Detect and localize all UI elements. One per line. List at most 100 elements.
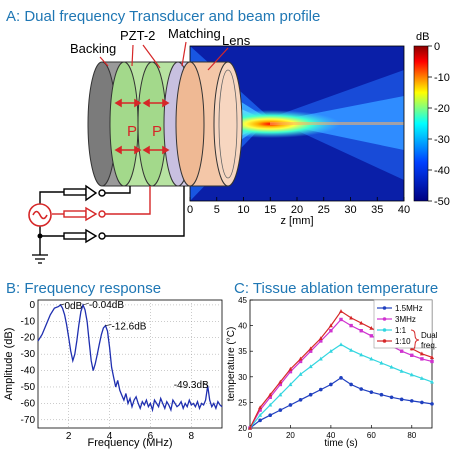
colorbar-tick-label: -30 <box>434 134 450 146</box>
pzt-1-p-label: P <box>127 123 137 140</box>
temperature-point <box>278 392 283 397</box>
temperature-point <box>399 397 404 402</box>
heatmap-x-tick-label: 15 <box>264 204 276 216</box>
legend-label: 1:1 <box>395 326 407 335</box>
legend-brace <box>410 329 420 351</box>
temperature-point <box>268 413 273 418</box>
temperature-point <box>278 408 283 412</box>
frequency-y-tick-label: -20 <box>21 333 36 344</box>
heatmap-x-tick-label: 0 <box>187 204 193 216</box>
temperature-point <box>278 382 283 387</box>
temperature-point <box>430 379 434 384</box>
heatmap-x-tick-label: 40 <box>398 204 410 216</box>
pzt-2-p-label: P <box>152 123 162 140</box>
wiring <box>39 184 185 255</box>
temperature-point <box>288 366 293 371</box>
frequency-annotation-label: -0.04dB <box>89 300 124 311</box>
temperature-point <box>409 372 414 377</box>
temperature-point <box>319 339 323 343</box>
temperature-point <box>409 399 414 403</box>
temperature-point <box>318 387 323 392</box>
temperature-point <box>359 329 363 333</box>
legend-marker <box>382 317 387 321</box>
temperature-x-tick-label: 60 <box>367 431 376 440</box>
temperature-y-tick-label: 40 <box>238 322 247 331</box>
colorbar-tick-label: -20 <box>434 103 450 115</box>
frequency-annotations: 0dB -0.04dB -12.6dB -49.3dB <box>60 300 209 391</box>
frequency-annotation-pointer <box>60 303 65 306</box>
temperature-point <box>369 356 374 361</box>
temperature-point <box>430 402 434 406</box>
temperature-point <box>389 364 394 369</box>
temperature-point <box>379 392 384 397</box>
temperature-point <box>410 353 414 357</box>
lens-label: Lens <box>222 33 251 48</box>
temperature-point <box>419 376 424 380</box>
temperature-point <box>298 398 303 402</box>
temperature-point <box>349 382 353 387</box>
temperature-point <box>349 323 353 328</box>
temperature-x-tick-label: 20 <box>286 431 295 440</box>
frequency-y-tick-label: -60 <box>21 398 36 409</box>
temperature-point <box>430 355 434 359</box>
colorbar-unit: dB <box>416 31 429 43</box>
temperature-point <box>399 368 404 373</box>
frequency-annotation-pointer <box>105 324 112 326</box>
temperature-point <box>420 400 424 405</box>
panel-b-title: B: Frequency response <box>6 280 161 297</box>
temperature-point <box>349 347 354 352</box>
temperature-point <box>308 349 313 353</box>
colorbar-tick-label: -10 <box>434 72 450 84</box>
colorbar-tick-label: 0 <box>434 41 440 53</box>
heatmap-x-label: z [mm] <box>281 215 314 227</box>
temperature-point <box>339 376 343 380</box>
panel-c-title: C: Tissue ablation temperature <box>234 280 438 297</box>
legend-note: freq. <box>421 341 437 350</box>
temperature-point <box>339 317 343 322</box>
temperature-x-label: time (s) <box>324 438 357 449</box>
legend-marker <box>382 328 387 332</box>
frequency-annotation-pointer <box>82 302 90 306</box>
frequency-annotation-label: -49.3dB <box>174 380 209 391</box>
frequency-y-tick-label: -10 <box>21 316 36 327</box>
temperature-point <box>369 325 374 330</box>
temperature-point <box>288 403 293 407</box>
frequency-y-tick-label: -70 <box>21 415 36 426</box>
temperature-y-label: temperature (°C) <box>226 327 237 402</box>
temperature-point <box>359 387 364 391</box>
temperature-point <box>268 402 273 407</box>
backing-label: Backing <box>70 41 116 56</box>
temperature-y-tick-label: 20 <box>238 424 247 433</box>
temperature-point <box>369 390 374 394</box>
temperature-y-tick-label: 30 <box>238 373 247 382</box>
legend-marker <box>382 339 387 343</box>
temperature-point <box>268 395 272 399</box>
temperature-point <box>349 315 354 320</box>
temperature-y-tick-label: 45 <box>238 296 247 305</box>
temperature-x-tick-label: 80 <box>407 431 416 440</box>
frequency-x-tick-label: 2 <box>66 431 72 442</box>
temperature-point <box>339 309 343 313</box>
heatmap-x-tick-label: 20 <box>291 204 303 216</box>
temperature-point <box>258 408 262 412</box>
temperature-point <box>308 392 313 397</box>
frequency-y-label: Amplitude (dB) <box>3 328 15 401</box>
temperature-x-tick-label: 0 <box>248 431 253 440</box>
temperature-point <box>369 334 374 338</box>
temperature-point <box>329 329 333 333</box>
temperature-point <box>308 364 313 369</box>
colorbar <box>413 45 429 202</box>
temperature-y-tick-label: 25 <box>238 398 247 407</box>
temperature-point <box>318 356 323 361</box>
colorbar-ticks: 0 -10 -20 -30 -40 -50 <box>428 41 450 208</box>
temperature-y-tick-label: 35 <box>238 347 247 356</box>
temperature-point <box>308 346 313 351</box>
temperature-point <box>258 418 262 423</box>
temperature-point <box>389 395 394 400</box>
frequency-x-tick-label: 8 <box>189 431 195 442</box>
temperature-point <box>298 372 303 376</box>
frequency-ticks: 2 4 6 8 0 -10 -20 -30 -40 -50 -60 -70 <box>21 300 195 442</box>
